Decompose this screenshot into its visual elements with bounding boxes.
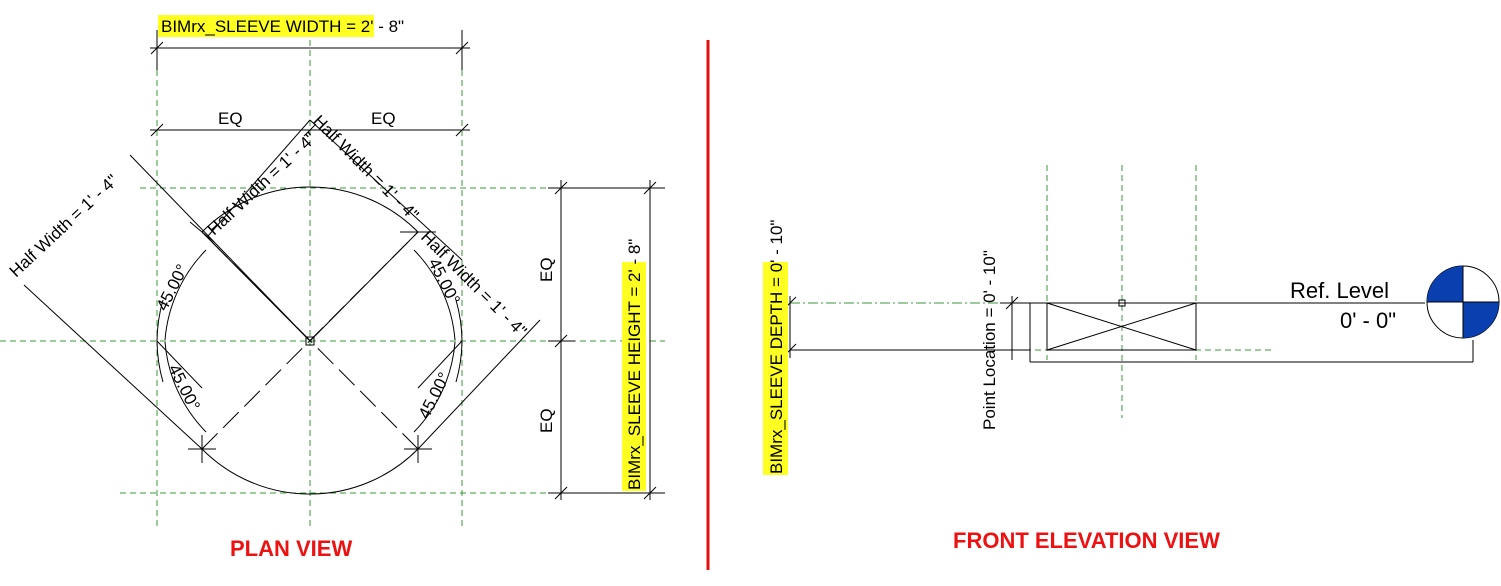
depth-param-highlight — [763, 262, 788, 475]
angle-label-lower-left: 45.00° — [164, 361, 203, 414]
angle-label-lower-right: 45.00° — [415, 369, 454, 422]
height-dimension: EQ EQ BIMrx_SLEEVE HEIGHT = 2' - 8" — [537, 180, 665, 500]
eq-label-lower: EQ — [537, 408, 556, 433]
angle-label-upper-left: 45.00° — [153, 261, 192, 314]
eq-label-upper: EQ — [537, 257, 556, 282]
depth-dimension: BIMrx_SLEEVE DEPTH = 0' - 10" — [763, 220, 1030, 475]
half-width-label-1: Half Width = 1' - 4" — [6, 171, 122, 281]
level-head-symbol — [1426, 265, 1500, 339]
elevation-view-title: FRONT ELEVATION VIEW — [953, 528, 1220, 553]
width-dimension: BIMrx_SLEEVE WIDTH = 2' - 8" — [150, 15, 470, 70]
eq-label-right: EQ — [371, 109, 396, 128]
eq-horizontal-dimension: EQ EQ — [150, 109, 470, 137]
plan-reference-planes — [0, 30, 665, 528]
elevation-view: Point Location = 0' - 10" BIMrx_SLEEVE D… — [763, 165, 1500, 553]
height-param-highlight — [622, 262, 646, 491]
width-dimension-label: BIMrx_SLEEVE WIDTH = 2' - 8" — [161, 17, 404, 36]
elevation-reference-planes — [790, 165, 1275, 418]
eq-label-left: EQ — [218, 109, 243, 128]
width-param-highlight — [158, 15, 374, 37]
level-elevation-value: 0' - 0" — [1340, 308, 1396, 333]
depth-dimension-label: BIMrx_SLEEVE DEPTH = 0' - 10" — [767, 220, 786, 474]
plan-view: BIMrx_SLEEVE WIDTH = 2' - 8" EQ EQ EQ E — [0, 15, 665, 561]
center-point-marker — [305, 336, 315, 346]
point-location-label: Point Location = 0' - 10" — [980, 250, 999, 430]
half-width-label-4: Half Width = 1' - 4" — [417, 227, 530, 340]
height-dimension-label: BIMrx_SLEEVE HEIGHT = 2' - 8" — [625, 239, 644, 490]
level-name: Ref. Level — [1290, 278, 1389, 303]
angle-dimensions: 45.00° 45.00° 45.00° 45.00° — [153, 249, 464, 433]
half-width-label-2: Half Width = 1' - 4" — [204, 129, 320, 239]
sleeve-elevation — [1046, 299, 1197, 351]
half-width-dimensions: Half Width = 1' - 4" Half Width = 1' - 4… — [6, 111, 541, 450]
point-location-dimension: Point Location = 0' - 10" — [980, 250, 1474, 430]
half-width-label-3: Half Width = 1' - 4" — [309, 111, 422, 224]
plan-view-title: PLAN VIEW — [230, 536, 352, 561]
